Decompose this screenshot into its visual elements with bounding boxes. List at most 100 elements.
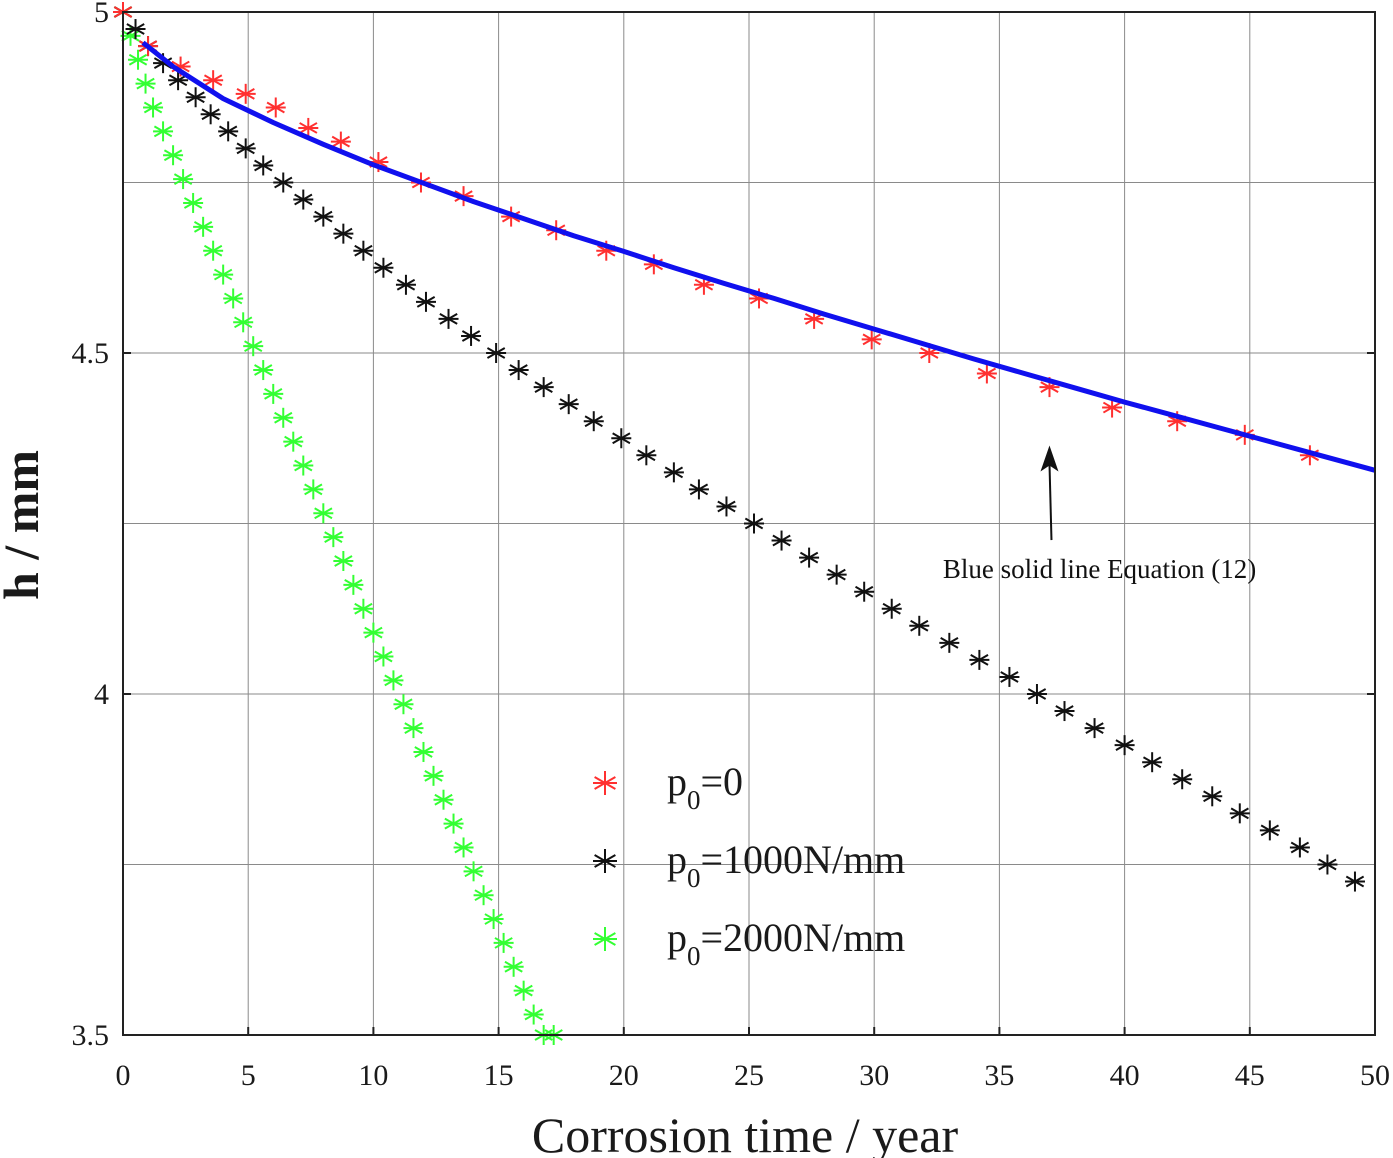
data-point <box>583 411 604 432</box>
data-point <box>438 308 459 329</box>
ticks: 0 5 10 15 20 25 30 35 40 45 50 3.5 4 4.5 5 <box>72 0 1391 1092</box>
data-point <box>373 257 394 278</box>
data-point <box>771 530 792 551</box>
data-point <box>193 216 214 237</box>
data-point <box>203 70 224 91</box>
data-point <box>1084 718 1105 739</box>
data-point <box>493 932 514 953</box>
data-point <box>168 70 189 91</box>
data-point <box>353 240 374 261</box>
data-point <box>854 581 875 602</box>
x-axis-title: Corrosion time / year <box>532 1107 959 1158</box>
data-point <box>688 479 709 500</box>
data-point <box>273 407 294 428</box>
data-point <box>804 308 825 329</box>
data-point <box>826 564 847 585</box>
data-point <box>1317 854 1338 875</box>
data-point <box>909 615 930 636</box>
data-point <box>999 666 1020 687</box>
x-tick-label: 0 <box>116 1059 131 1092</box>
data-point <box>513 980 534 1001</box>
legend: p0=0 p0=1000N/mm p0=2000N/mm <box>593 759 905 971</box>
x-tick-label: 35 <box>984 1059 1014 1092</box>
annotation-text: Blue solid line Equation (12) <box>943 554 1256 584</box>
x-tick-label: 10 <box>358 1059 388 1092</box>
data-point <box>343 574 364 595</box>
data-point <box>413 741 434 762</box>
data-point <box>433 789 454 810</box>
series-equation-12 <box>141 40 1376 473</box>
data-point <box>969 649 990 670</box>
data-point <box>453 837 474 858</box>
x-tick-label: 20 <box>609 1059 639 1092</box>
legend-label: p0=0 <box>667 759 743 815</box>
data-point <box>636 445 657 466</box>
data-point <box>611 428 632 449</box>
data-point <box>415 291 436 312</box>
data-point <box>1172 769 1193 790</box>
x-tick-label: 5 <box>241 1059 256 1092</box>
data-point <box>716 496 737 517</box>
data-point <box>861 329 882 350</box>
legend-marker <box>593 771 617 795</box>
data-point <box>523 1004 544 1025</box>
data-point <box>125 19 146 40</box>
data-point <box>253 155 274 176</box>
data-point <box>1114 735 1135 756</box>
data-point <box>486 343 507 363</box>
x-tick-label: 50 <box>1360 1059 1390 1092</box>
data-point <box>353 598 374 619</box>
data-point <box>508 360 529 381</box>
data-point <box>263 383 284 404</box>
annotation: Blue solid line Equation (12) <box>943 445 1256 584</box>
data-point <box>976 363 997 384</box>
data-point <box>183 192 204 213</box>
data-point <box>128 49 149 70</box>
series-p0-1000n-mm <box>113 2 1365 892</box>
data-point <box>333 551 354 572</box>
data-point <box>200 104 221 125</box>
x-tick-label: 40 <box>1110 1059 1140 1092</box>
data-point <box>293 455 314 476</box>
y-tick-label: 5 <box>94 0 109 29</box>
data-point <box>185 87 206 108</box>
data-point <box>1026 684 1047 704</box>
data-point <box>1344 871 1365 892</box>
data-point <box>273 172 294 193</box>
data-point <box>135 73 156 94</box>
data-point <box>558 394 579 415</box>
legend-item: p0=2000N/mm <box>593 915 905 971</box>
data-point <box>383 670 404 691</box>
series-line <box>141 40 1376 473</box>
data-point <box>663 462 684 483</box>
legend-marker <box>593 849 617 873</box>
data-point <box>143 97 164 118</box>
legend-item: p0=1000N/mm <box>593 837 905 893</box>
data-point <box>1202 786 1223 807</box>
data-point <box>330 131 351 152</box>
data-point <box>503 956 524 977</box>
data-point <box>213 264 234 285</box>
data-point <box>293 189 314 210</box>
data-point <box>163 145 184 166</box>
annotation-arrow-head <box>1040 445 1059 472</box>
data-point <box>243 336 264 357</box>
data-point <box>233 312 254 333</box>
data-point <box>461 325 482 346</box>
legend-marker <box>593 927 617 951</box>
x-tick-label: 25 <box>734 1059 764 1092</box>
y-axis-title: h / mm <box>0 450 49 600</box>
data-point <box>483 909 504 930</box>
data-point <box>939 632 960 653</box>
data-point <box>393 694 414 715</box>
x-tick-label: 15 <box>484 1059 514 1092</box>
data-point <box>235 138 256 159</box>
legend-label: p0=1000N/mm <box>667 837 905 893</box>
data-point <box>298 117 319 138</box>
data-point <box>1289 837 1310 858</box>
data-point <box>218 121 239 142</box>
data-point <box>1259 820 1280 841</box>
data-point <box>333 223 354 244</box>
x-tick-label: 30 <box>859 1059 889 1092</box>
